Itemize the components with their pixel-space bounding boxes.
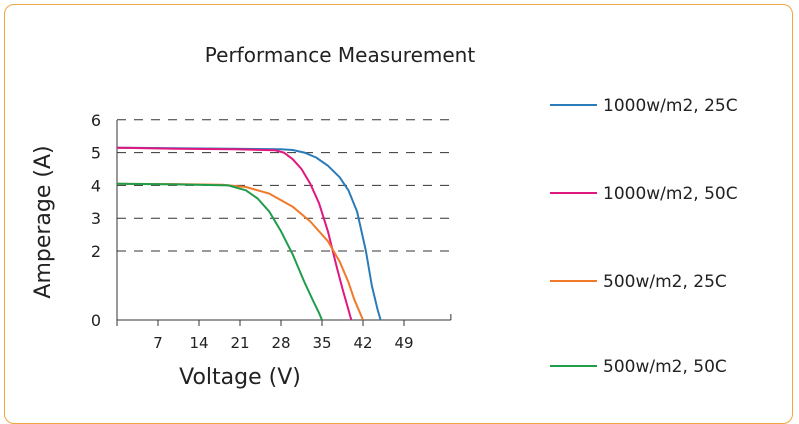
y-tick-label-2: 2 <box>91 242 101 261</box>
chart-title: Performance Measurement <box>205 43 476 67</box>
x-tick-label-7: 7 <box>153 334 163 352</box>
x-tick-label-21: 21 <box>230 334 249 352</box>
legend-label-0: 1000w/m2, 25C <box>603 96 738 116</box>
series-line-3 <box>116 182 323 321</box>
y-tick-label-6: 6 <box>91 111 101 130</box>
x-tick-label-28: 28 <box>271 334 290 352</box>
legend-label-1: 1000w/m2, 50C <box>603 184 738 204</box>
performance-chart: Performance Measurement Voltage (V) Ampe… <box>31 43 738 390</box>
x-axis-label: Voltage (V) <box>179 365 301 390</box>
series-line-1 <box>116 146 353 321</box>
y-tick-label-0: 0 <box>91 311 101 330</box>
x-tick-label-14: 14 <box>189 334 208 352</box>
x-tick-label-42: 42 <box>353 334 372 352</box>
y-axis-label: Amperage (A) <box>31 145 56 298</box>
x-tick-label-35: 35 <box>312 334 331 352</box>
x-tick-label-49: 49 <box>394 334 413 352</box>
legend-label-3: 500w/m2, 50C <box>603 357 727 377</box>
y-tick-label-5: 5 <box>91 144 101 163</box>
series-line-2 <box>116 182 364 321</box>
y-tick-label-4: 4 <box>91 176 101 195</box>
series-line-0 <box>116 146 382 321</box>
legend-label-2: 500w/m2, 25C <box>603 272 727 292</box>
y-tick-label-3: 3 <box>91 209 101 228</box>
